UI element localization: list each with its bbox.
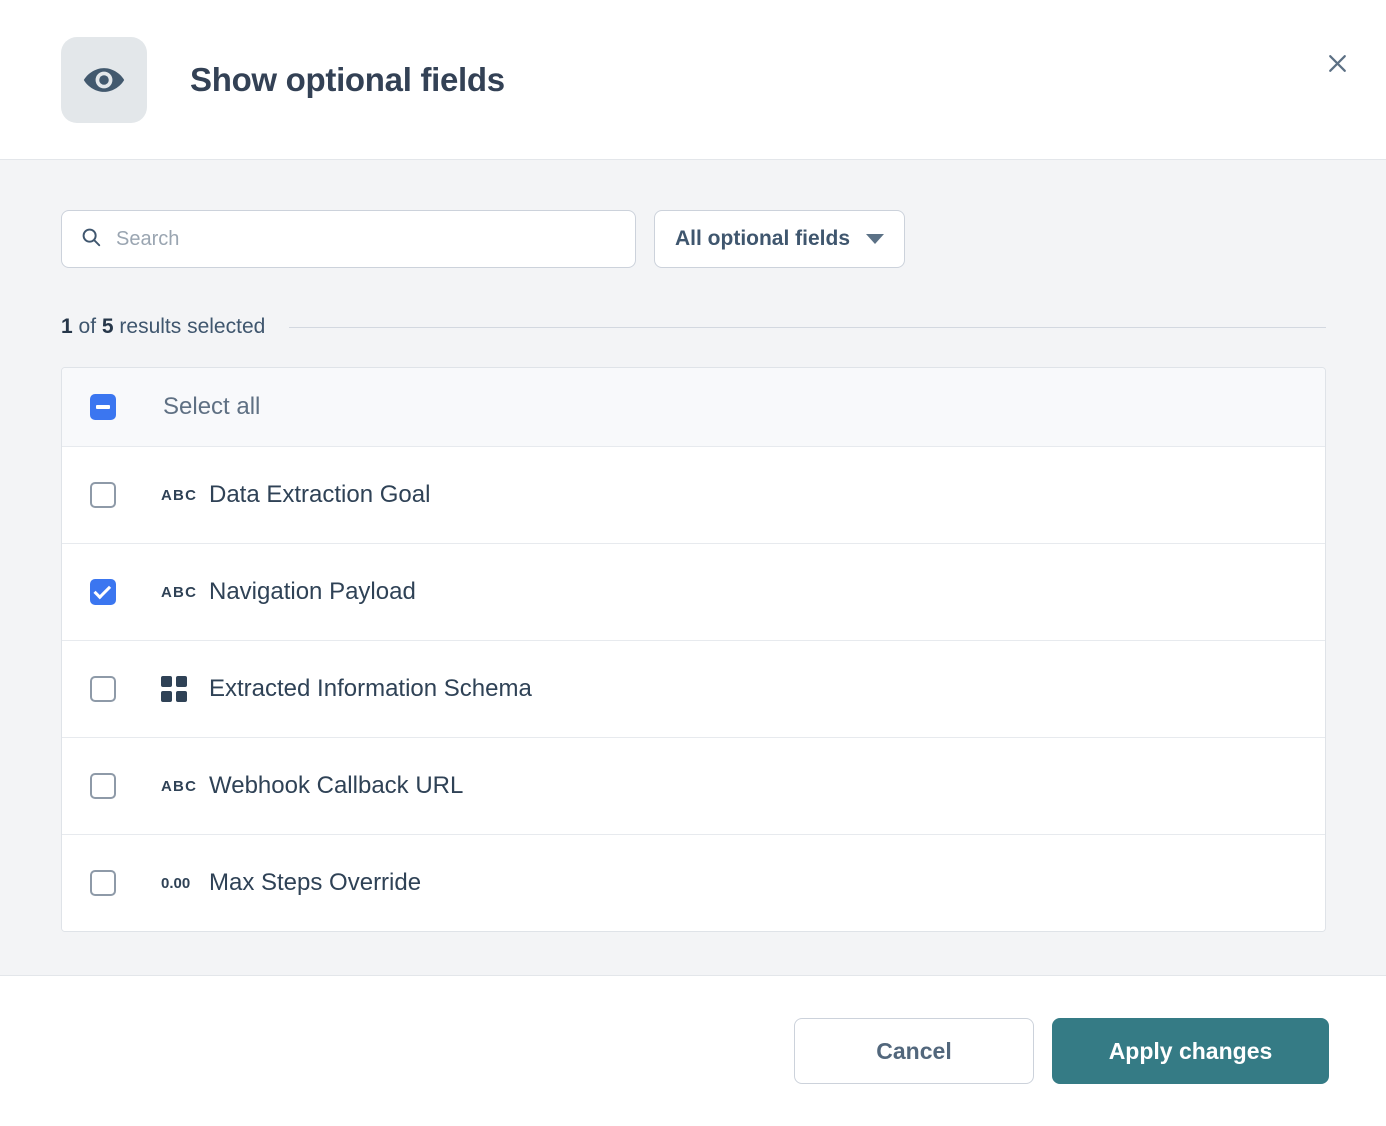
page-title: Show optional fields — [190, 60, 505, 98]
field-label: Webhook Callback URL — [209, 772, 464, 799]
results-summary-row: 1 of 5 results selected — [61, 315, 1326, 339]
search-icon — [80, 226, 102, 253]
controls-row: All optional fields — [61, 210, 1326, 268]
list-item[interactable]: Extracted Information Schema — [62, 640, 1325, 737]
search-input[interactable] — [116, 227, 617, 251]
field-label: Extracted Information Schema — [209, 675, 532, 702]
grid-object-icon — [161, 676, 197, 702]
total-count: 5 — [101, 315, 114, 338]
results-prefix: of — [72, 315, 102, 338]
apply-changes-button[interactable]: Apply changes — [1052, 1018, 1329, 1084]
type-glyph: ABC — [161, 583, 198, 601]
list-item[interactable]: 0.00 Max Steps Override — [62, 834, 1325, 931]
type-glyph: ABC — [161, 486, 198, 504]
modal-footer: Cancel Apply changes — [0, 975, 1386, 1126]
select-all-checkbox[interactable] — [90, 394, 116, 420]
field-checkbox[interactable] — [90, 676, 116, 702]
chevron-down-icon — [866, 234, 885, 244]
abc-text-icon: ABC — [161, 778, 197, 795]
abc-text-icon: ABC — [161, 584, 197, 601]
cancel-button[interactable]: Cancel — [794, 1018, 1034, 1084]
select-all-label: Select all — [163, 393, 261, 420]
type-glyph: 0.00 — [161, 874, 191, 892]
field-label: Navigation Payload — [209, 578, 416, 605]
results-suffix: results selected — [113, 315, 266, 338]
modal-header: Show optional fields — [0, 0, 1386, 160]
divider — [289, 326, 1326, 328]
optional-fields-filter-dropdown[interactable]: All optional fields — [654, 210, 906, 268]
field-checkbox[interactable] — [90, 579, 116, 605]
list-item[interactable]: ABC Navigation Payload — [62, 543, 1325, 640]
results-count-text: 1 of 5 results selected — [61, 315, 265, 339]
list-item[interactable]: ABC Webhook Callback URL — [62, 737, 1325, 834]
optional-fields-list: Select all ABC Data Extraction Goal ABC … — [61, 367, 1326, 932]
type-glyph: ABC — [161, 777, 198, 795]
field-checkbox[interactable] — [90, 482, 116, 508]
selected-count: 1 — [61, 315, 73, 338]
field-checkbox[interactable] — [90, 773, 116, 799]
search-field[interactable] — [61, 210, 636, 268]
eye-icon — [61, 36, 147, 123]
list-item[interactable]: ABC Data Extraction Goal — [62, 446, 1325, 543]
field-label: Data Extraction Goal — [209, 481, 431, 508]
number-icon: 0.00 — [161, 875, 197, 892]
field-checkbox[interactable] — [90, 870, 116, 896]
filter-dropdown-label: All optional fields — [675, 227, 851, 250]
close-icon[interactable] — [1318, 44, 1356, 82]
list-item-select-all[interactable]: Select all — [62, 368, 1325, 446]
field-label: Max Steps Override — [209, 869, 422, 896]
abc-text-icon: ABC — [161, 487, 197, 504]
modal-body: All optional fields 1 of 5 results selec… — [0, 160, 1386, 975]
